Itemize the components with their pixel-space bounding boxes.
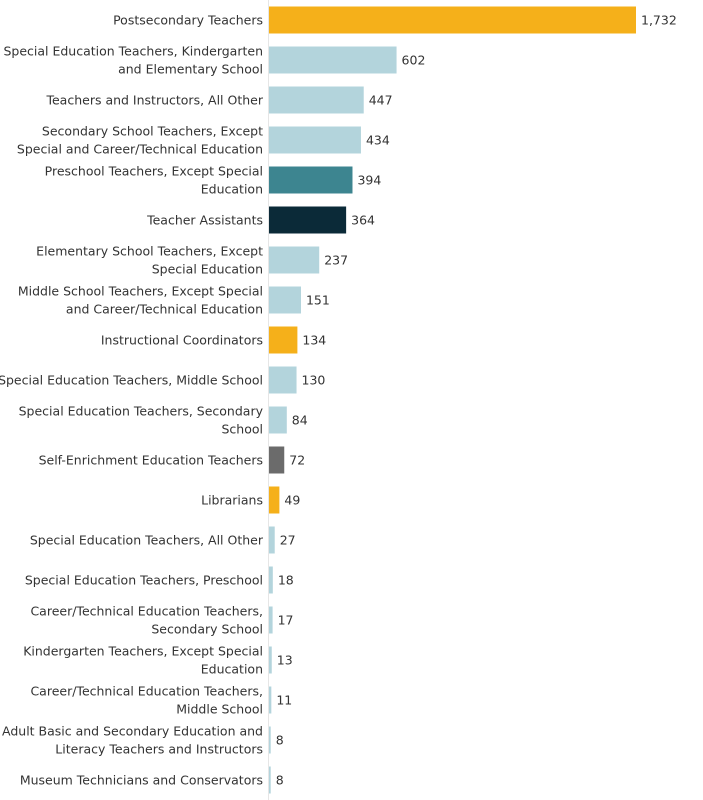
category-label-5: Teacher Assistants — [146, 213, 263, 228]
value-label-14: 18 — [278, 573, 294, 588]
category-label-9: Special Education Teachers, Middle Schoo… — [0, 373, 263, 388]
category-label-11: Self-Enrichment Education Teachers — [39, 453, 263, 468]
value-label-0: 1,732 — [641, 13, 677, 28]
category-label-12: Librarians — [201, 493, 263, 508]
value-label-3: 434 — [366, 133, 390, 148]
bar-13 — [269, 526, 275, 554]
value-label-11: 72 — [289, 453, 305, 468]
bar-18 — [269, 726, 271, 754]
category-label-13: Special Education Teachers, All Other — [30, 533, 264, 548]
bar-16 — [269, 646, 272, 674]
value-label-1: 602 — [402, 53, 426, 68]
bar-12 — [269, 486, 280, 514]
value-label-17: 11 — [276, 693, 292, 708]
bar-0 — [269, 6, 636, 34]
bar-7 — [269, 286, 301, 314]
bar-2 — [269, 86, 364, 114]
category-label-16: Kindergarten Teachers, Except Special Edu… — [23, 644, 263, 677]
value-label-8: 134 — [302, 333, 326, 348]
bar-1 — [269, 46, 397, 74]
bar-11 — [269, 446, 285, 474]
value-label-4: 394 — [357, 173, 381, 188]
bar-9 — [269, 366, 297, 394]
value-label-6: 237 — [324, 253, 348, 268]
bar-5 — [269, 206, 347, 234]
category-label-18: Adult Basic and Secondary Education and L… — [2, 724, 263, 757]
bar-4 — [269, 166, 353, 194]
category-label-6: Elementary School Teachers, Except Specia… — [36, 244, 263, 277]
value-label-18: 8 — [276, 733, 284, 748]
value-label-7: 151 — [306, 293, 330, 308]
value-label-15: 17 — [278, 613, 294, 628]
category-label-2: Teachers and Instructors, All Other — [45, 93, 263, 108]
category-label-8: Instructional Coordinators — [101, 333, 263, 348]
category-label-14: Special Education Teachers, Preschool — [25, 573, 263, 588]
category-label-7: Middle School Teachers, Except Special an… — [18, 284, 263, 317]
value-label-9: 130 — [302, 373, 326, 388]
bar-14 — [269, 566, 273, 594]
category-label-15: Career/Technical Education Teachers, Seco… — [30, 604, 263, 637]
category-label-1: Special Education Teachers, Kindergarten… — [3, 44, 263, 77]
value-label-12: 49 — [284, 493, 300, 508]
category-label-4: Preschool Teachers, Except Special Educat… — [45, 164, 263, 197]
category-label-3: Secondary School Teachers, Except Special… — [17, 124, 263, 157]
value-label-5: 364 — [351, 213, 375, 228]
bar-15 — [269, 606, 273, 634]
value-label-10: 84 — [292, 413, 308, 428]
bar-10 — [269, 406, 287, 434]
value-label-16: 13 — [277, 653, 293, 668]
bar-19 — [269, 766, 271, 794]
category-label-19: Museum Technicians and Conservators — [20, 773, 263, 788]
value-label-19: 8 — [276, 773, 284, 788]
value-label-2: 447 — [369, 93, 393, 108]
bar-6 — [269, 246, 320, 274]
bars-layer: Postsecondary Teachers 1,732 Special Educa… — [0, 6, 677, 794]
bar-17 — [269, 686, 272, 714]
category-label-17: Career/Technical Education Teachers, Midd… — [30, 684, 263, 717]
bar-8 — [269, 326, 298, 354]
bar-3 — [269, 126, 361, 154]
category-label-10: Special Education Teachers, Secondary Sch… — [19, 404, 264, 437]
category-label-0: Postsecondary Teachers — [113, 13, 263, 28]
value-label-13: 27 — [280, 533, 296, 548]
